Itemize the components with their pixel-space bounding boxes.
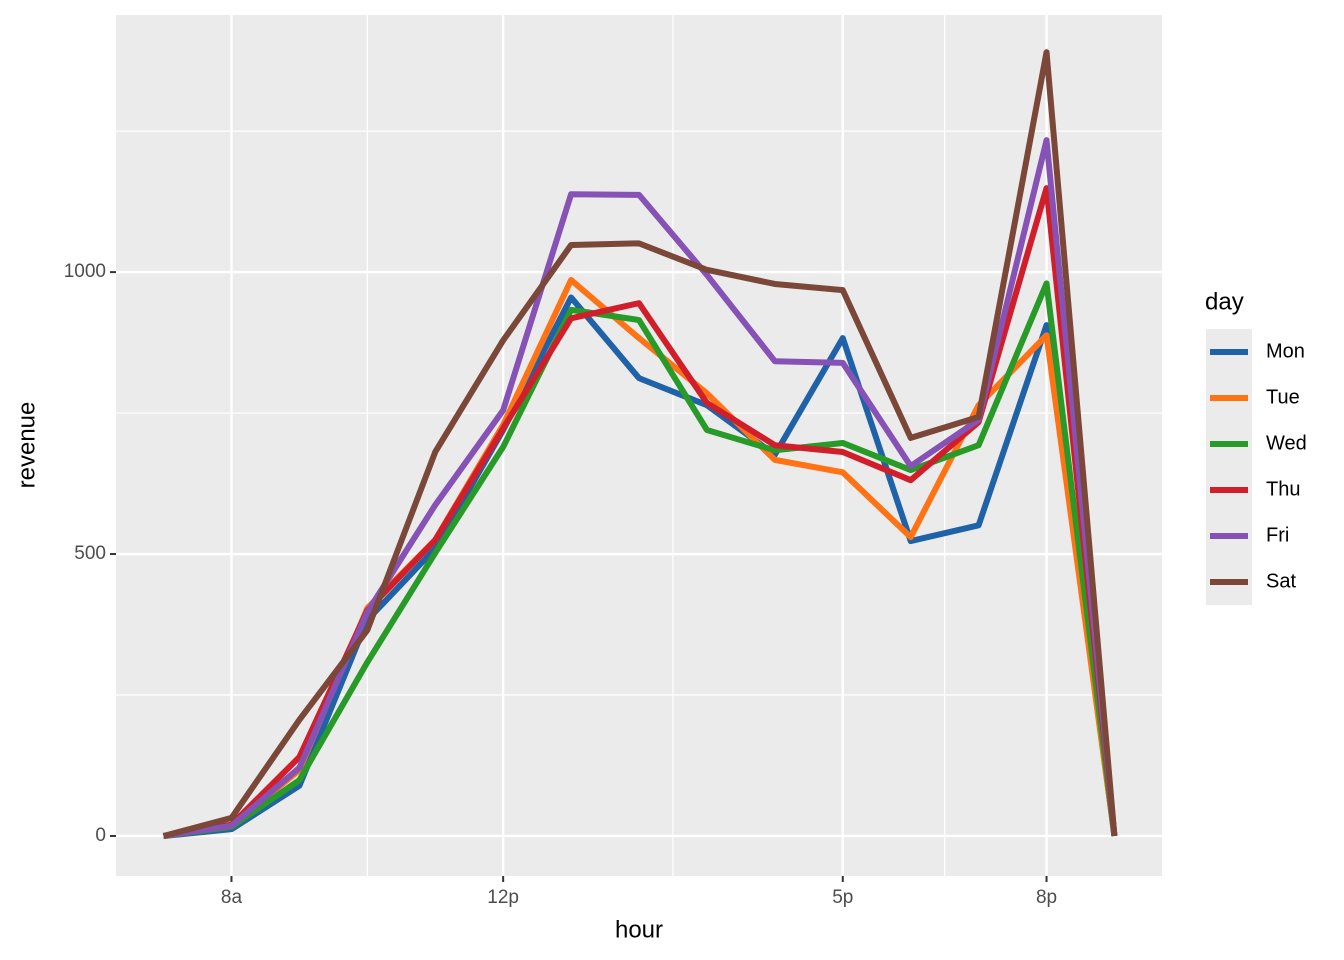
legend-label: Sat	[1266, 570, 1296, 592]
x-tick-label: 8p	[1036, 887, 1057, 908]
legend-label: Thu	[1266, 478, 1300, 500]
y-tick-label: 500	[74, 543, 106, 564]
x-tick-label: 12p	[487, 887, 519, 908]
line	[163, 185, 1118, 839]
y-tick-label: 0	[95, 825, 106, 846]
x-tick-label: 8a	[221, 887, 243, 908]
line	[162, 49, 1118, 839]
x-tick-label: 5p	[832, 887, 853, 908]
line	[163, 137, 1118, 839]
line	[163, 280, 1118, 839]
line	[163, 294, 1118, 839]
x-axis-title: hour	[615, 916, 663, 943]
legend-label: Wed	[1266, 432, 1307, 454]
legend-label: Mon	[1266, 340, 1305, 362]
y-tick-label: 1000	[64, 261, 106, 282]
legend-label: Fri	[1266, 524, 1289, 546]
y-axis-title: revenue	[13, 402, 40, 489]
legend-label: Tue	[1266, 386, 1300, 408]
legend-title: day	[1205, 288, 1244, 315]
